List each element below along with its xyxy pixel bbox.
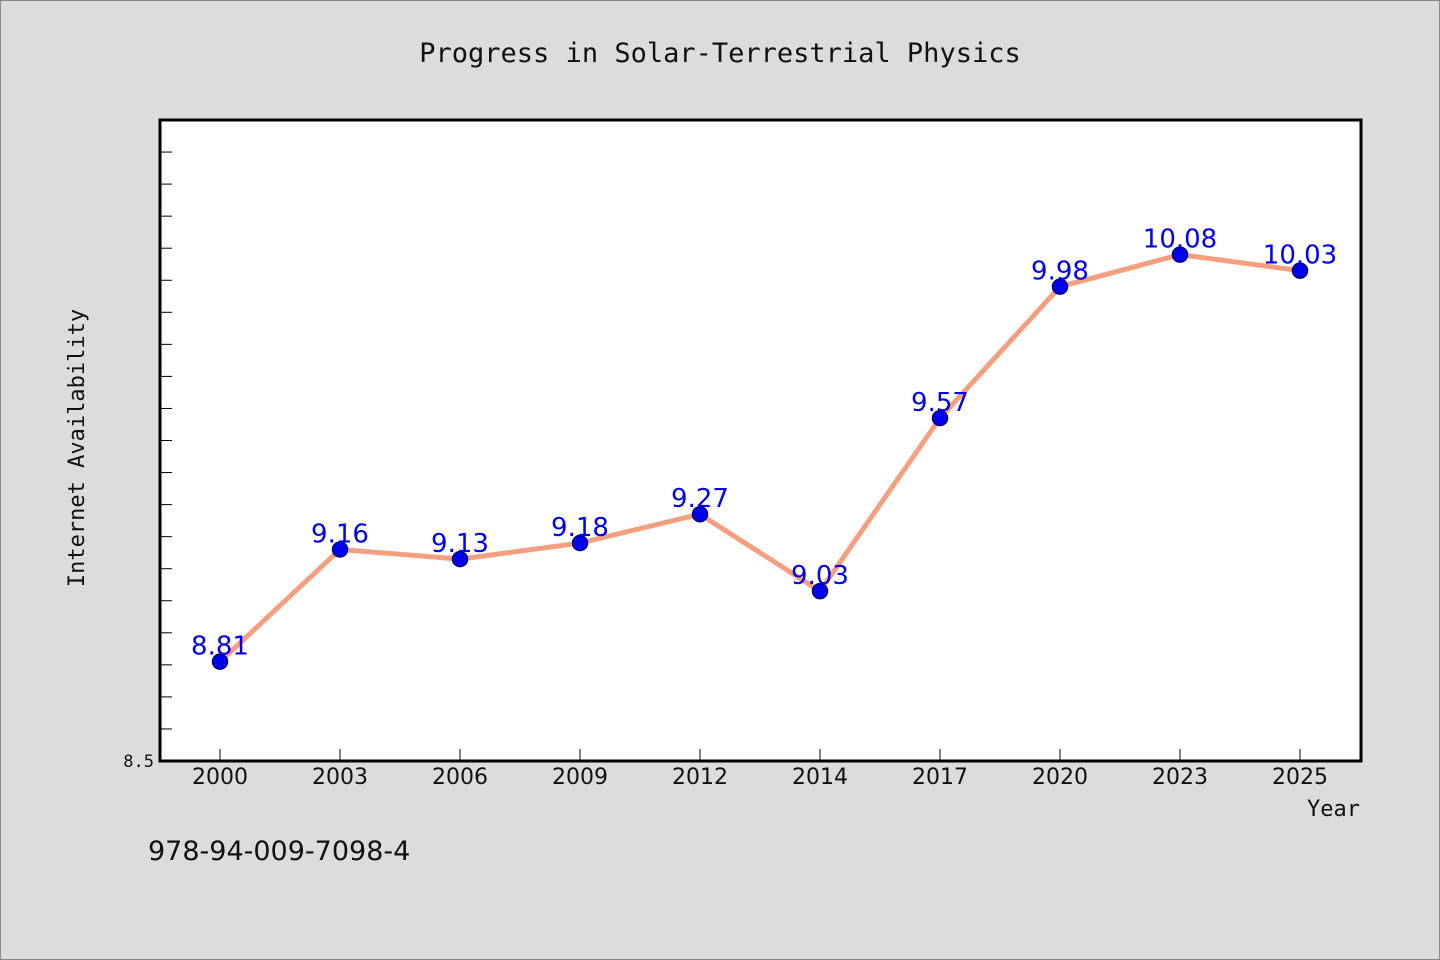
x-tick-label: 2003 bbox=[312, 765, 368, 790]
data-point bbox=[1051, 278, 1069, 295]
data-point bbox=[1171, 246, 1189, 263]
data-label: 10.08 bbox=[1143, 225, 1217, 255]
y-axis-ticks: 8.5 bbox=[123, 119, 172, 772]
data-label: 9.03 bbox=[791, 561, 849, 591]
chart-title: Progress in Solar-Terrestrial Physics bbox=[419, 38, 1020, 69]
x-tick-label: 2025 bbox=[1272, 765, 1328, 790]
x-axis-ticks: 2000 2003 2006 2009 2012 2014 2017 2020 2023 2025 bbox=[192, 749, 1328, 790]
data-label: 10.03 bbox=[1263, 241, 1337, 271]
x-tick-label: 2020 bbox=[1032, 765, 1088, 790]
data-point bbox=[571, 534, 589, 552]
data-point bbox=[931, 409, 949, 427]
data-label: 9.13 bbox=[431, 529, 489, 559]
data-point bbox=[211, 653, 229, 670]
x-tick-label: 2006 bbox=[432, 765, 488, 790]
data-point bbox=[331, 541, 349, 558]
data-label: 9.16 bbox=[311, 519, 369, 549]
data-label: 9.57 bbox=[911, 388, 969, 418]
data-label: 9.27 bbox=[671, 484, 729, 514]
data-label: 9.18 bbox=[551, 513, 609, 543]
data-label: 8.81 bbox=[191, 632, 249, 662]
series-line bbox=[217, 252, 1303, 665]
data-point bbox=[691, 505, 709, 523]
x-tick-label: 2014 bbox=[792, 765, 848, 790]
y-tick-label: 8.5 bbox=[123, 752, 154, 772]
x-tick-label: 2009 bbox=[552, 765, 608, 790]
data-point bbox=[451, 550, 469, 568]
x-tick-label: 2000 bbox=[192, 765, 248, 790]
x-tick-label: 2012 bbox=[672, 765, 728, 790]
isbn-text: 978-94-009-7098-4 bbox=[148, 836, 411, 867]
data-label: 9.98 bbox=[1031, 257, 1089, 287]
data-point bbox=[811, 582, 829, 600]
x-axis-label: Year bbox=[1307, 797, 1360, 822]
y-axis-label: Internet Availability bbox=[65, 309, 90, 587]
data-point bbox=[1291, 262, 1309, 279]
x-tick-label: 2017 bbox=[912, 765, 968, 790]
series-layer: 8.81 9.16 9.13 9.18 9.27 9.03 9.57 9.98 10.08 10.… bbox=[191, 225, 1337, 670]
plot-area bbox=[158, 118, 1363, 763]
x-tick-label: 2023 bbox=[1152, 765, 1208, 790]
